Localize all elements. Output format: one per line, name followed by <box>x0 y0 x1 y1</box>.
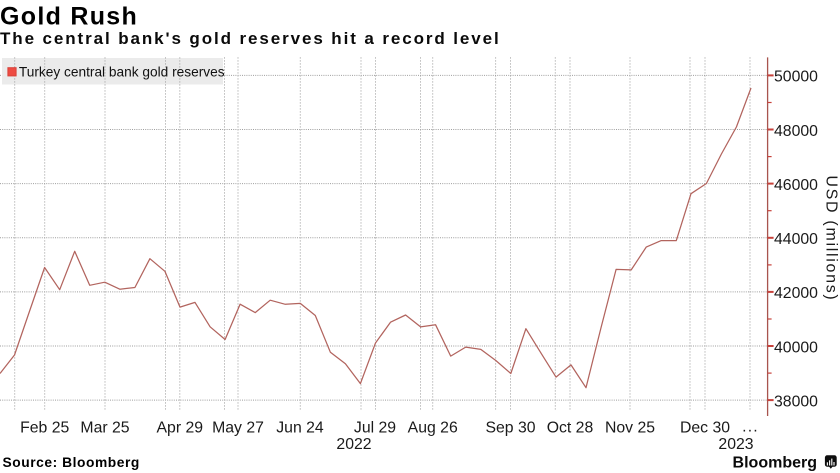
svg-text:Jun 24: Jun 24 <box>276 420 324 437</box>
svg-text:42000: 42000 <box>774 285 818 302</box>
svg-text:Jul 29: Jul 29 <box>354 420 396 437</box>
svg-text:44000: 44000 <box>774 231 818 248</box>
svg-text:50000: 50000 <box>774 69 818 86</box>
svg-text:Mar 25: Mar 25 <box>80 420 129 437</box>
svg-text:USD (millions): USD (millions) <box>823 175 840 301</box>
svg-text:...: ... <box>742 418 759 435</box>
svg-text:Bloomberg: Bloomberg <box>733 455 817 472</box>
svg-text:Dec 30: Dec 30 <box>680 420 730 437</box>
svg-text:40000: 40000 <box>774 339 818 356</box>
svg-text:38000: 38000 <box>774 393 818 410</box>
svg-text:The central bank's gold reserv: The central bank's gold reserves hit a r… <box>0 29 501 48</box>
svg-text:46000: 46000 <box>774 177 818 194</box>
svg-text:Apr 29: Apr 29 <box>157 420 204 437</box>
svg-text:Sep 30: Sep 30 <box>485 420 535 437</box>
svg-text:Source: Bloomberg: Source: Bloomberg <box>3 455 140 470</box>
svg-text:2023: 2023 <box>718 436 753 453</box>
svg-text:2022: 2022 <box>336 436 371 453</box>
svg-text:48000: 48000 <box>774 123 818 140</box>
svg-text:Turkey central bank gold reser: Turkey central bank gold reserves <box>19 65 225 80</box>
svg-text:Nov 25: Nov 25 <box>605 420 655 437</box>
svg-text:Feb 25: Feb 25 <box>20 420 69 437</box>
svg-text:Oct 28: Oct 28 <box>547 420 594 437</box>
svg-text:Gold Rush: Gold Rush <box>0 3 138 31</box>
svg-text:May 27: May 27 <box>212 420 264 437</box>
svg-text:Aug 26: Aug 26 <box>408 420 458 437</box>
